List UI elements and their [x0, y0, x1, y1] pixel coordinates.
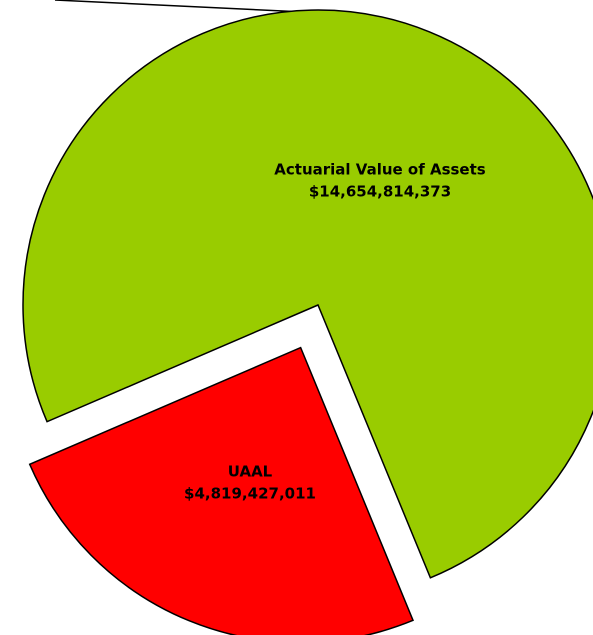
slice-label: UAAL — [228, 463, 273, 481]
pie-slice — [28, 346, 415, 635]
leader-line — [54, 0, 326, 14]
slice-label: Actuarial Value of Assets — [274, 161, 485, 179]
slice-value-label: $14,654,814,373 — [309, 183, 451, 201]
pie-slice — [22, 9, 593, 579]
slice-value-label: $4,819,427,011 — [184, 485, 316, 503]
